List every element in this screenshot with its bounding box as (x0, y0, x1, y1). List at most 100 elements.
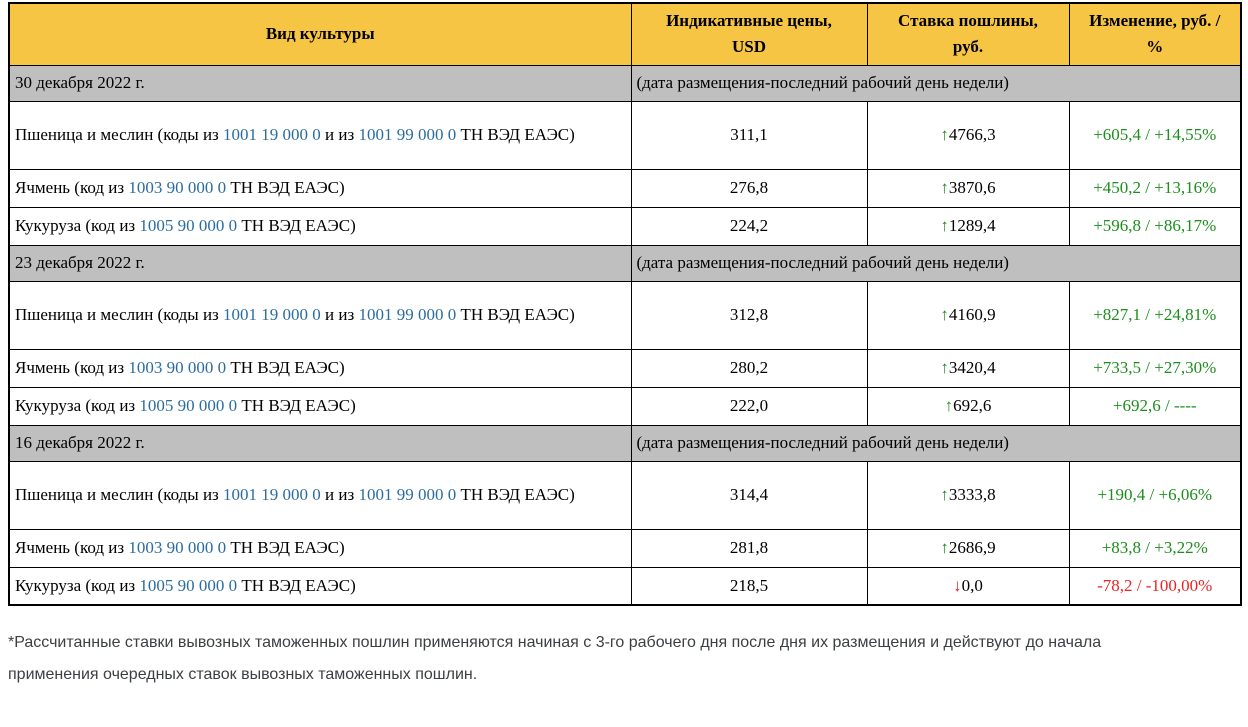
header-change-line1: Изменение, руб. / (1089, 10, 1221, 30)
up-arrow-icon: ↑ (940, 178, 949, 197)
culture-cell: Пшеница и меслин (коды из 1001 19 000 0 … (8, 280, 632, 350)
change-cell: -78,2 / -100,00% (1068, 566, 1242, 606)
change-cell: +827,1 / +24,81% (1068, 280, 1242, 350)
price-cell: 311,1 (630, 100, 868, 170)
duty-value: 0,0 (961, 575, 983, 595)
footnote-line1: *Рассчитанные ставки вывозных таможенных… (8, 634, 1102, 651)
header-duty-line1: Ставка пошлины, (898, 10, 1038, 30)
culture-text: Кукуруза (код из (15, 215, 140, 235)
culture-text: Ячмень (код из (15, 177, 129, 197)
duty-value: 2686,9 (948, 538, 996, 557)
table-row: Пшеница и меслин (коды из 1001 19 000 0 … (8, 100, 1242, 170)
culture-text: ТН ВЭД ЕАЭС) (237, 215, 356, 235)
section-note: (дата размещения-последний рабочий день … (630, 64, 1242, 102)
culture-text: ТН ВЭД ЕАЭС) (226, 357, 345, 377)
culture-cell: Пшеница и меслин (коды из 1001 19 000 0 … (8, 100, 632, 170)
section-date-row: 30 декабря 2022 г. (дата размещения-посл… (8, 64, 1242, 102)
culture-text: Пшеница и меслин (коды из (15, 124, 224, 144)
culture-cell: Кукуруза (код из 1005 90 000 0 ТН ВЭД ЕА… (8, 386, 632, 426)
up-arrow-icon: ↑ (940, 485, 949, 504)
tnved-code: 1003 90 000 0 (128, 357, 227, 377)
culture-text: и из (320, 484, 359, 504)
section-date-row: 16 декабря 2022 г. (дата размещения-посл… (8, 424, 1242, 462)
price-cell: 224,2 (630, 206, 868, 246)
table-row: Пшеница и меслин (коды из 1001 19 000 0 … (8, 280, 1242, 350)
header-culture-label: Вид культуры (265, 24, 375, 44)
duty-cell: ↑3870,6 (866, 168, 1070, 208)
up-arrow-icon: ↑ (940, 216, 949, 235)
duty-cell: ↑4766,3 (866, 100, 1070, 170)
section-note: (дата размещения-последний рабочий день … (630, 424, 1242, 462)
price-cell: 218,5 (630, 566, 868, 606)
price-cell: 280,2 (630, 348, 868, 388)
change-cell: +692,6 / ---- (1068, 386, 1242, 426)
culture-text: ТН ВЭД ЕАЭС) (237, 575, 356, 595)
duty-cell: ↑4160,9 (866, 280, 1070, 350)
culture-text: ТН ВЭД ЕАЭС) (226, 537, 345, 557)
header-culture: Вид культуры (8, 2, 632, 66)
price-cell: 314,4 (630, 460, 868, 530)
culture-text: ТН ВЭД ЕАЭС) (226, 177, 345, 197)
culture-text: Пшеница и меслин (коды из (15, 304, 224, 324)
section-date-row: 23 декабря 2022 г. (дата размещения-посл… (8, 244, 1242, 282)
duty-value: 692,6 (953, 396, 992, 415)
culture-text: Ячмень (код из (15, 357, 129, 377)
header-change-line2: % (1146, 37, 1164, 57)
duty-cell: ↑1289,4 (866, 206, 1070, 246)
table-row: Кукуруза (код из 1005 90 000 0 ТН ВЭД ЕА… (8, 206, 1242, 246)
tnved-code: 1003 90 000 0 (128, 177, 227, 197)
header-change: Изменение, руб. /% (1068, 2, 1242, 66)
down-arrow-icon: ↓ (953, 575, 962, 595)
table-row: Пшеница и меслин (коды из 1001 19 000 0 … (8, 460, 1242, 530)
culture-text: ТН ВЭД ЕАЭС) (456, 124, 575, 144)
header-price-line2: USD (731, 37, 766, 57)
table-row: Ячмень (код из 1003 90 000 0 ТН ВЭД ЕАЭС… (8, 528, 1242, 568)
tnved-code: 1005 90 000 0 (139, 395, 238, 415)
duty-value: 3420,4 (948, 358, 996, 377)
header-price-line1: Индикативные цены, (666, 10, 832, 30)
header-duty-line2: руб. (952, 37, 984, 57)
section-note: (дата размещения-последний рабочий день … (630, 244, 1242, 282)
footnote-line2: применения очередных ставок вывозных там… (8, 666, 478, 683)
page: Вид культуры Индикативные цены, USD Ставк… (8, 2, 1242, 691)
tnved-code: 1005 90 000 0 (139, 575, 238, 595)
table-row: Кукуруза (код из 1005 90 000 0 ТН ВЭД ЕА… (8, 386, 1242, 426)
tnved-code: 1005 90 000 0 (139, 215, 238, 235)
culture-cell: Кукуруза (код из 1005 90 000 0 ТН ВЭД ЕА… (8, 566, 632, 606)
culture-cell: Кукуруза (код из 1005 90 000 0 ТН ВЭД ЕА… (8, 206, 632, 246)
duty-value: 4160,9 (948, 305, 996, 324)
section-date: 23 декабря 2022 г. (8, 244, 632, 282)
change-cell: +605,4 / +14,55% (1068, 100, 1242, 170)
change-cell: +733,5 / +27,30% (1068, 348, 1242, 388)
tnved-code: 1003 90 000 0 (128, 537, 227, 557)
culture-text: Ячмень (код из (15, 537, 129, 557)
culture-cell: Ячмень (код из 1003 90 000 0 ТН ВЭД ЕАЭС… (8, 528, 632, 568)
change-cell: +596,8 / +86,17% (1068, 206, 1242, 246)
culture-text: Пшеница и меслин (коды из (15, 484, 224, 504)
change-cell: +450,2 / +13,16% (1068, 168, 1242, 208)
tnved-code: 1001 99 000 0 (358, 124, 457, 144)
header-duty: Ставка пошлины, руб. (866, 2, 1070, 66)
footnote: *Рассчитанные ставки вывозных таможенных… (8, 627, 1118, 691)
duty-cell: ↑2686,9 (866, 528, 1070, 568)
up-arrow-icon: ↑ (944, 396, 954, 415)
culture-text: Кукуруза (код из (15, 395, 140, 415)
duty-value: 1289,4 (948, 216, 996, 235)
up-arrow-icon: ↑ (940, 358, 949, 377)
culture-cell: Ячмень (код из 1003 90 000 0 ТН ВЭД ЕАЭС… (8, 348, 632, 388)
tnved-code: 1001 19 000 0 (223, 124, 321, 144)
culture-text: и из (320, 304, 359, 324)
culture-text: Кукуруза (код из (15, 575, 140, 595)
section-date: 30 декабря 2022 г. (8, 64, 632, 102)
header-price: Индикативные цены, USD (630, 2, 868, 66)
duty-cell: ↑3333,8 (866, 460, 1070, 530)
tnved-code: 1001 99 000 0 (358, 484, 457, 504)
change-cell: +190,4 / +6,06% (1068, 460, 1242, 530)
table-row: Ячмень (код из 1003 90 000 0 ТН ВЭД ЕАЭС… (8, 168, 1242, 208)
duty-value: 3870,6 (948, 178, 996, 197)
up-arrow-icon: ↑ (940, 125, 949, 144)
header-row: Вид культуры Индикативные цены, USD Ставк… (8, 2, 1242, 66)
price-cell: 281,8 (630, 528, 868, 568)
culture-cell: Пшеница и меслин (коды из 1001 19 000 0 … (8, 460, 632, 530)
price-cell: 276,8 (630, 168, 868, 208)
